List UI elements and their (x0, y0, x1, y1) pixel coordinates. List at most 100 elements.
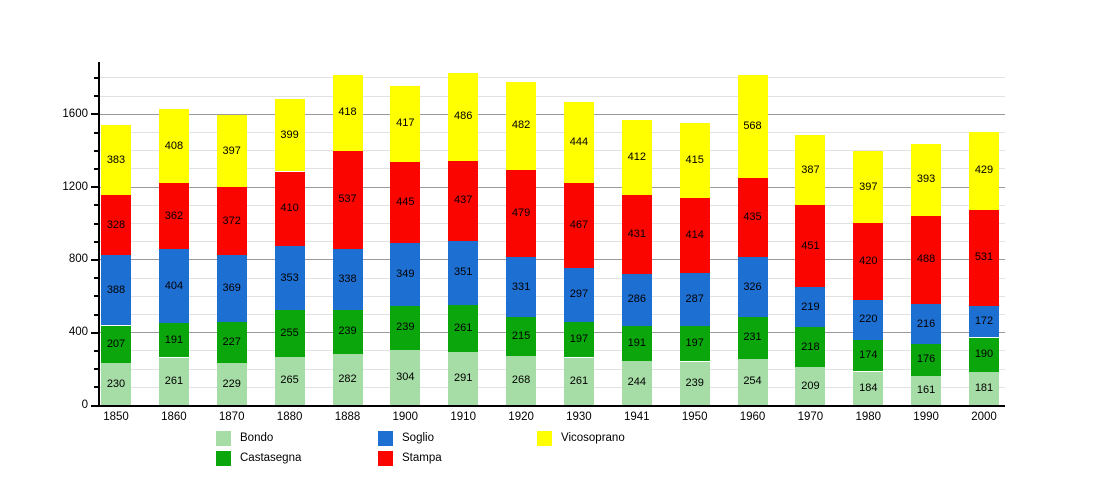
bar-segment-soglio (795, 287, 826, 328)
bar-value-label: 328 (106, 218, 126, 231)
y-axis-tick (94, 295, 98, 298)
minor-gridline (100, 132, 1005, 133)
y-axis-tick (94, 313, 98, 316)
bar-segment-bondo (679, 361, 710, 405)
bar-segment-soglio (969, 306, 999, 338)
major-gridline (100, 259, 1005, 261)
bar-segment-vicosoprano (911, 144, 942, 216)
x-axis-label: 1960 (739, 411, 766, 423)
bar-value-label: 215 (511, 330, 531, 343)
bar-segment-castasegna (158, 322, 189, 358)
bar-value-label: 239 (338, 325, 357, 338)
legend-swatch-castasegna (216, 451, 231, 466)
bar-value-label: 227 (222, 336, 241, 349)
bar-value-label: 184 (859, 381, 878, 394)
bar-value-label: 239 (685, 376, 704, 389)
bar-segment-bondo (969, 372, 999, 405)
major-gridline (100, 113, 1005, 115)
bar-segment-vicosoprano (216, 114, 247, 188)
bar-value-label: 537 (338, 193, 357, 206)
y-axis-tick (91, 331, 98, 334)
bar-segment-stampa (274, 171, 305, 247)
bar-segment-stampa (621, 195, 652, 274)
y-axis-tick (91, 186, 98, 189)
bar-value-label: 191 (627, 336, 646, 349)
bar-value-label: 568 (743, 120, 762, 132)
bar-segment-vicosoprano (737, 74, 768, 179)
bar-value-label: 383 (106, 153, 126, 166)
bar-segment-castasegna (274, 310, 305, 357)
x-axis-label: 1980 (855, 411, 882, 423)
bar-segment-vicosoprano (158, 109, 189, 184)
bar-value-label: 435 (743, 211, 762, 224)
bar-segment-stampa (853, 223, 884, 300)
bar-segment-soglio (216, 254, 247, 322)
x-axis-label: 1930 (566, 411, 592, 423)
bar-value-label: 261 (454, 321, 473, 334)
bar-segment-soglio (101, 254, 131, 326)
bar-segment-castasegna (795, 327, 826, 367)
bar-segment-bondo (911, 375, 942, 405)
bar-segment-castasegna (448, 304, 479, 352)
bar-value-label: 326 (743, 280, 762, 293)
minor-gridline (100, 77, 1005, 79)
bar-segment-castasegna (911, 343, 942, 376)
bar-value-label: 287 (685, 293, 704, 305)
minor-gridline (100, 368, 1005, 370)
bar-value-label: 404 (164, 279, 184, 292)
bar-value-label: 429 (974, 164, 994, 176)
bar-segment-bondo (332, 353, 363, 405)
bar-segment-castasegna (621, 325, 652, 361)
legend-swatch-stampa (378, 451, 393, 466)
bar-value-label: 387 (801, 163, 820, 176)
legend-label-vicosoprano: Vicosoprano (561, 432, 625, 444)
bar-segment-stampa (969, 209, 999, 307)
x-axis-line (98, 405, 1005, 407)
bar-value-label: 255 (280, 327, 299, 340)
bar-value-label: 482 (511, 119, 531, 132)
bar-value-label: 197 (569, 333, 589, 346)
bar-value-label: 412 (627, 151, 646, 164)
y-axis-tick-label: 0 (81, 399, 88, 411)
bar-value-label: 351 (454, 266, 473, 279)
bar-value-label: 531 (974, 251, 994, 264)
bar-segment-vicosoprano (795, 134, 826, 206)
bar-segment-bondo (448, 352, 479, 405)
bar-value-label: 230 (106, 377, 126, 390)
y-axis-tick (94, 277, 98, 280)
legend-swatch-soglio (378, 431, 393, 446)
bar-segment-stampa (158, 183, 189, 250)
bar-value-label: 338 (338, 272, 357, 285)
bar-value-label: 362 (164, 209, 184, 222)
bar-segment-stampa (332, 150, 363, 249)
minor-gridline (100, 150, 1005, 152)
bar-segment-soglio (679, 273, 710, 326)
legend-label-soglio: Soglio (402, 432, 434, 444)
y-axis-tick (91, 258, 98, 261)
y-axis-tick (94, 131, 98, 134)
bar-segment-soglio (274, 246, 305, 311)
x-axis-label: 1920 (508, 411, 534, 423)
x-axis-label: 1941 (624, 411, 650, 423)
y-axis-tick (94, 368, 98, 371)
y-axis-tick-label: 800 (68, 253, 88, 266)
bar-segment-castasegna (506, 317, 537, 357)
bar-segment-vicosoprano (853, 151, 884, 224)
bar-segment-bondo (216, 363, 247, 405)
y-axis-tick (94, 204, 98, 207)
bar-value-label: 397 (222, 144, 241, 157)
bar-segment-stampa (448, 161, 479, 241)
y-axis-tick (94, 95, 98, 98)
bar-segment-stampa (390, 161, 421, 243)
minor-gridline (100, 314, 1005, 315)
bar-segment-bondo (621, 360, 652, 405)
y-axis-tick (91, 404, 98, 407)
bar-segment-castasegna (679, 325, 710, 362)
bar-value-label: 282 (338, 372, 357, 385)
bar-segment-bondo (853, 371, 884, 405)
bar-value-label: 286 (627, 293, 646, 306)
y-axis-tick (94, 240, 98, 243)
x-axis-label: 1950 (681, 411, 708, 423)
bar-segment-stampa (563, 182, 594, 268)
